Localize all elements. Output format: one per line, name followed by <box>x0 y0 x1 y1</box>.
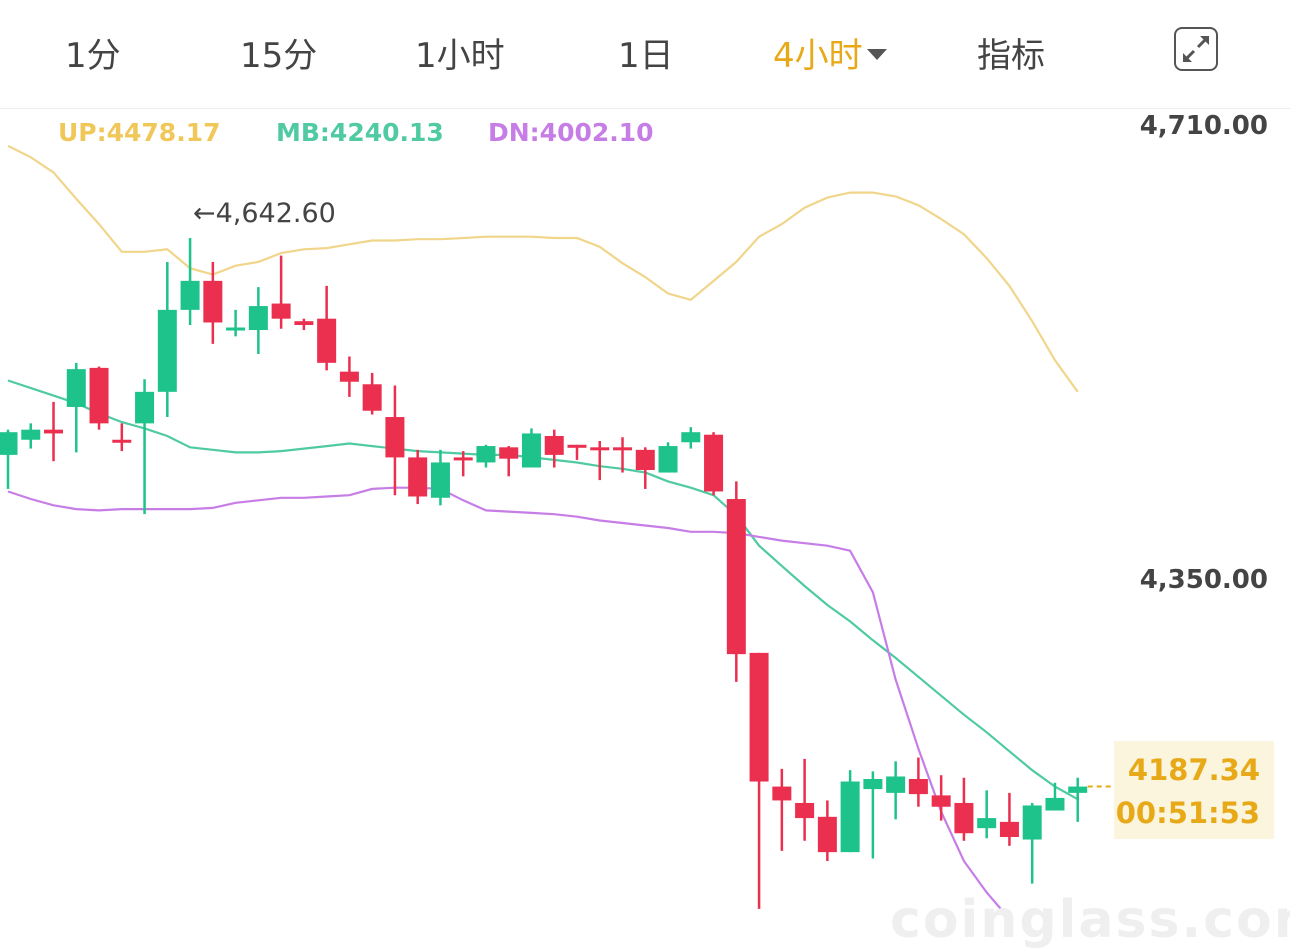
candle-body <box>726 499 746 655</box>
candle-body <box>795 802 815 819</box>
candle-body <box>590 447 610 451</box>
candle-body <box>749 652 769 782</box>
tab-indicators[interactable]: 指标 <box>977 28 1045 77</box>
candle-body <box>840 781 860 853</box>
bollinger-lower-line <box>7 486 1010 917</box>
tab-15min[interactable]: 15分 <box>240 28 317 77</box>
fullscreen-icon[interactable] <box>1174 27 1218 71</box>
candle-body <box>294 321 314 325</box>
y-tick-label: 4,350.00 <box>1139 565 1268 595</box>
last-price-box: 4187.34 00:51:53 <box>1114 741 1274 839</box>
tab-1min[interactable]: 1分 <box>65 28 121 77</box>
candle-body <box>66 369 86 407</box>
tab-label: 4小时 <box>773 36 863 76</box>
candle-body <box>339 371 359 382</box>
candle-body <box>977 818 997 829</box>
candle-body <box>544 435 564 455</box>
candle-body <box>521 433 541 468</box>
candle-body <box>89 367 109 424</box>
candle-body <box>248 306 268 331</box>
candle-body <box>21 429 41 440</box>
candle-body <box>453 457 473 461</box>
tab-label: 1小时 <box>415 36 505 76</box>
candle-body <box>430 462 450 498</box>
tab-label: 15分 <box>240 36 318 76</box>
tab-4hour[interactable]: 4小时 <box>773 28 887 77</box>
candle-body <box>908 778 928 795</box>
candle-body <box>613 447 633 451</box>
candle-body <box>863 778 883 790</box>
candle-body <box>226 327 246 331</box>
candle-body <box>658 446 678 473</box>
candle-body <box>203 280 223 323</box>
boll-up-value: UP:4478.17 <box>58 118 221 147</box>
candle-body <box>135 391 155 424</box>
candle-body <box>408 457 428 497</box>
candle-body <box>886 776 906 793</box>
candle-body <box>567 444 587 448</box>
watermark: coinglass.com <box>890 890 1290 950</box>
candle-body <box>681 432 701 443</box>
tab-label: 指标 <box>977 36 1045 76</box>
candle-body <box>772 786 792 801</box>
bollinger-middle-line <box>7 379 1079 801</box>
candle-body <box>180 280 200 310</box>
candle-body <box>385 417 405 458</box>
bollinger-upper-line <box>7 144 1079 393</box>
tab-1hour[interactable]: 1小时 <box>415 28 505 77</box>
candle-body <box>635 449 655 471</box>
tab-label: 1分 <box>65 36 121 76</box>
candle-body <box>931 795 951 807</box>
candle-body <box>1068 786 1088 793</box>
candle-body <box>112 439 132 443</box>
candle-body <box>999 821 1019 838</box>
candle-body <box>954 802 974 834</box>
caret-down-icon <box>866 49 887 60</box>
candle-body <box>0 432 18 455</box>
tab-label: 1日 <box>618 36 674 76</box>
candle-body <box>499 447 519 459</box>
candle-body <box>271 303 291 319</box>
candle-body <box>1045 797 1065 811</box>
candle-body <box>704 434 724 492</box>
candle-body <box>317 318 337 363</box>
last-price: 4187.34 <box>1127 753 1260 787</box>
timeframe-tab-bar: 1分 15分 1小时 1日 4小时 指标 <box>0 0 1290 109</box>
candle-body <box>157 309 177 392</box>
candle-body <box>476 446 496 463</box>
candle-body <box>1022 805 1042 840</box>
tab-1day[interactable]: 1日 <box>618 28 674 77</box>
high-price-marker: ←4,642.60 <box>193 198 336 229</box>
candle-body <box>362 384 382 411</box>
candle-countdown: 00:51:53 <box>1115 796 1260 830</box>
candle-body <box>44 429 64 434</box>
boll-dn-value: DN:4002.10 <box>488 118 654 147</box>
candle-body <box>817 816 837 853</box>
candlestick-chart[interactable]: ←4,642.60 <box>0 108 1290 917</box>
y-tick-label: 4,710.00 <box>1139 111 1268 141</box>
boll-mb-value: MB:4240.13 <box>276 118 444 147</box>
